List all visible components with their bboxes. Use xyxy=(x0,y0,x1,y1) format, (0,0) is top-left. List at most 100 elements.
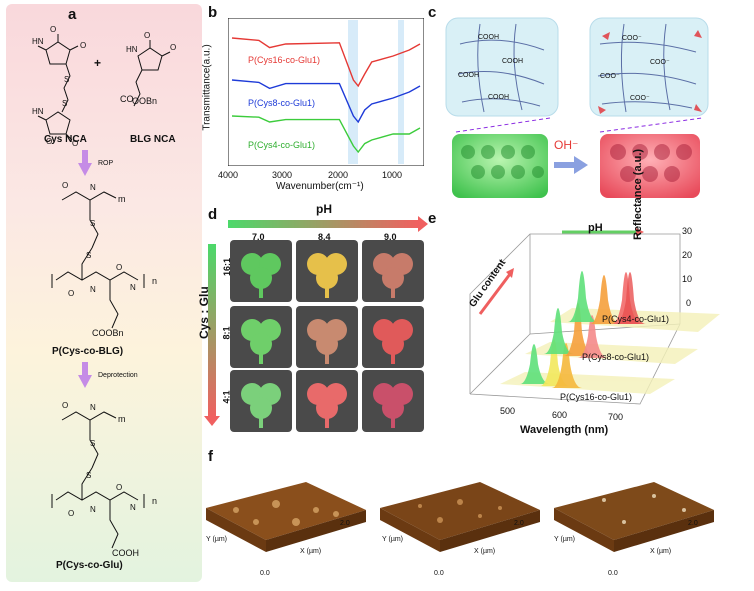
clover-cell xyxy=(362,240,424,302)
e-series-2: P(Cys8-co-Glu1) xyxy=(582,352,650,362)
clover-cell xyxy=(230,370,292,432)
obn-prefix: CO xyxy=(120,94,134,104)
ir-series-2 xyxy=(231,79,421,124)
p-cys-co-blg-label: P(Cys-co-BLG) xyxy=(52,346,124,357)
afm1-ylabel: Y (µm) xyxy=(206,536,228,543)
ir-band-1 xyxy=(348,20,358,164)
cooh-tag-4: COOH xyxy=(488,94,509,101)
svg-text:O: O xyxy=(116,263,122,272)
clover-shape xyxy=(373,253,413,298)
clover-cell xyxy=(296,240,358,302)
afm3-tick-0: 0.0 xyxy=(608,570,618,577)
panel-a-label: a xyxy=(68,6,77,23)
m-label-1: m xyxy=(118,194,126,204)
afm-image-1 xyxy=(206,482,366,552)
svg-text:O: O xyxy=(68,289,74,298)
e-ph-label: pH xyxy=(588,222,603,234)
ir-series-3 xyxy=(231,115,421,154)
ir-legend-green: P(Cys4-co-Glu1) xyxy=(248,140,316,150)
svg-text:O: O xyxy=(170,43,176,52)
e-ytick-20: 20 xyxy=(682,250,693,260)
coo-tag-3: COO⁻ xyxy=(600,73,620,80)
panel-a-chemistry: O O HN S S HN O O O O HN S S O N O N O N S S O N O N O N xyxy=(32,25,176,549)
ratio-title: Cys : Glu xyxy=(197,286,211,339)
e-xtick-600: 600 xyxy=(552,410,568,420)
coobn-label: COOBn xyxy=(92,328,124,338)
ir-series-1 xyxy=(231,37,421,88)
n-label-2: n xyxy=(152,496,158,506)
ratio-gradient-bar xyxy=(208,244,216,418)
afm2-xlabel: X (µm) xyxy=(474,548,496,555)
deprotection-label: Deprotection xyxy=(98,372,138,379)
coo-tag-2: COO⁻ xyxy=(650,59,670,66)
coo-tag-1: COO⁻ xyxy=(622,35,642,42)
panel-b-ylabel-wrap: Transmittance(a.u.) xyxy=(192,14,213,164)
ph-title: pH xyxy=(316,202,332,216)
panel-f-label: f xyxy=(208,448,213,465)
svg-text:N: N xyxy=(90,403,96,412)
svg-text:O: O xyxy=(116,483,122,492)
ph-value-2: 8.4 xyxy=(318,232,331,242)
clover-shape xyxy=(307,383,347,428)
clover-shape xyxy=(373,319,413,364)
blg-nca-label: BLG NCA xyxy=(130,134,176,145)
oh-label: OH⁻ xyxy=(554,138,579,152)
e-series-3: P(Cys16-co-Glu1) xyxy=(560,392,633,402)
ph-arrow-head xyxy=(418,216,428,232)
svg-text:N: N xyxy=(130,503,136,512)
svg-text:S: S xyxy=(62,99,67,108)
panel-c-label: c xyxy=(428,4,437,21)
clover-shape xyxy=(373,383,413,428)
rop-arrow xyxy=(78,150,92,176)
afm3-ylabel: Y (µm) xyxy=(554,536,576,543)
ratio-arrow-head xyxy=(204,416,220,426)
svg-text:N: N xyxy=(90,183,96,192)
ir-tick-4000: 4000 xyxy=(218,170,239,180)
e-ytick-0: 0 xyxy=(686,298,692,308)
clover-shape xyxy=(307,319,347,364)
svg-text:HN: HN xyxy=(126,45,138,54)
clover-shape xyxy=(241,383,281,428)
panel-d-label: d xyxy=(208,206,218,223)
e-xlabel: Wavelength (nm) xyxy=(520,424,609,436)
clover-cell xyxy=(296,370,358,432)
afm-image-2 xyxy=(380,482,540,552)
ir-band-2 xyxy=(398,20,404,164)
svg-text:S: S xyxy=(90,439,95,448)
svg-text:O: O xyxy=(62,181,68,190)
afm1-tick-0: 0.0 xyxy=(260,570,270,577)
clover-cell xyxy=(230,306,292,368)
e-ytick-30: 30 xyxy=(682,226,693,236)
svg-text:O: O xyxy=(72,139,78,148)
e-series-1: P(Cys4-co-Glu1) xyxy=(602,314,670,324)
network-box-left xyxy=(445,17,559,117)
clover-shape xyxy=(307,253,347,298)
clover-cell xyxy=(296,306,358,368)
afm1-tick-2: 2.0 xyxy=(340,520,350,527)
ir-tick-3000: 3000 xyxy=(272,170,293,180)
ir-legend-red: P(Cys16-co-Glu1) xyxy=(248,55,321,65)
cooh-tag-2: COOH xyxy=(502,58,523,65)
svg-text:O: O xyxy=(144,31,150,40)
svg-text:N: N xyxy=(90,505,96,514)
e-ytick-10: 10 xyxy=(682,274,693,284)
n-label-1: n xyxy=(152,276,158,286)
panel-a-background xyxy=(6,4,202,582)
svg-text:N: N xyxy=(90,285,96,294)
ir-chart xyxy=(228,18,424,166)
svg-text:O: O xyxy=(68,509,74,518)
afm1-xlabel: X (µm) xyxy=(300,548,322,555)
clover-cell xyxy=(362,306,424,368)
ir-tick-1000: 1000 xyxy=(382,170,403,180)
p-cys-co-glu-label: P(Cys-co-Glu) xyxy=(56,560,123,571)
clover-cell xyxy=(362,370,424,432)
svg-text:S: S xyxy=(90,219,95,228)
svg-text:HN: HN xyxy=(32,37,44,46)
svg-text:O: O xyxy=(62,401,68,410)
clover-shape xyxy=(241,253,281,298)
svg-text:S: S xyxy=(86,251,91,260)
svg-text:O: O xyxy=(46,137,52,146)
panel-b-ylabel: Transmittance(a.u.) xyxy=(201,44,213,131)
svg-text:O: O xyxy=(50,25,56,34)
obn-text: OOBn xyxy=(132,96,158,106)
